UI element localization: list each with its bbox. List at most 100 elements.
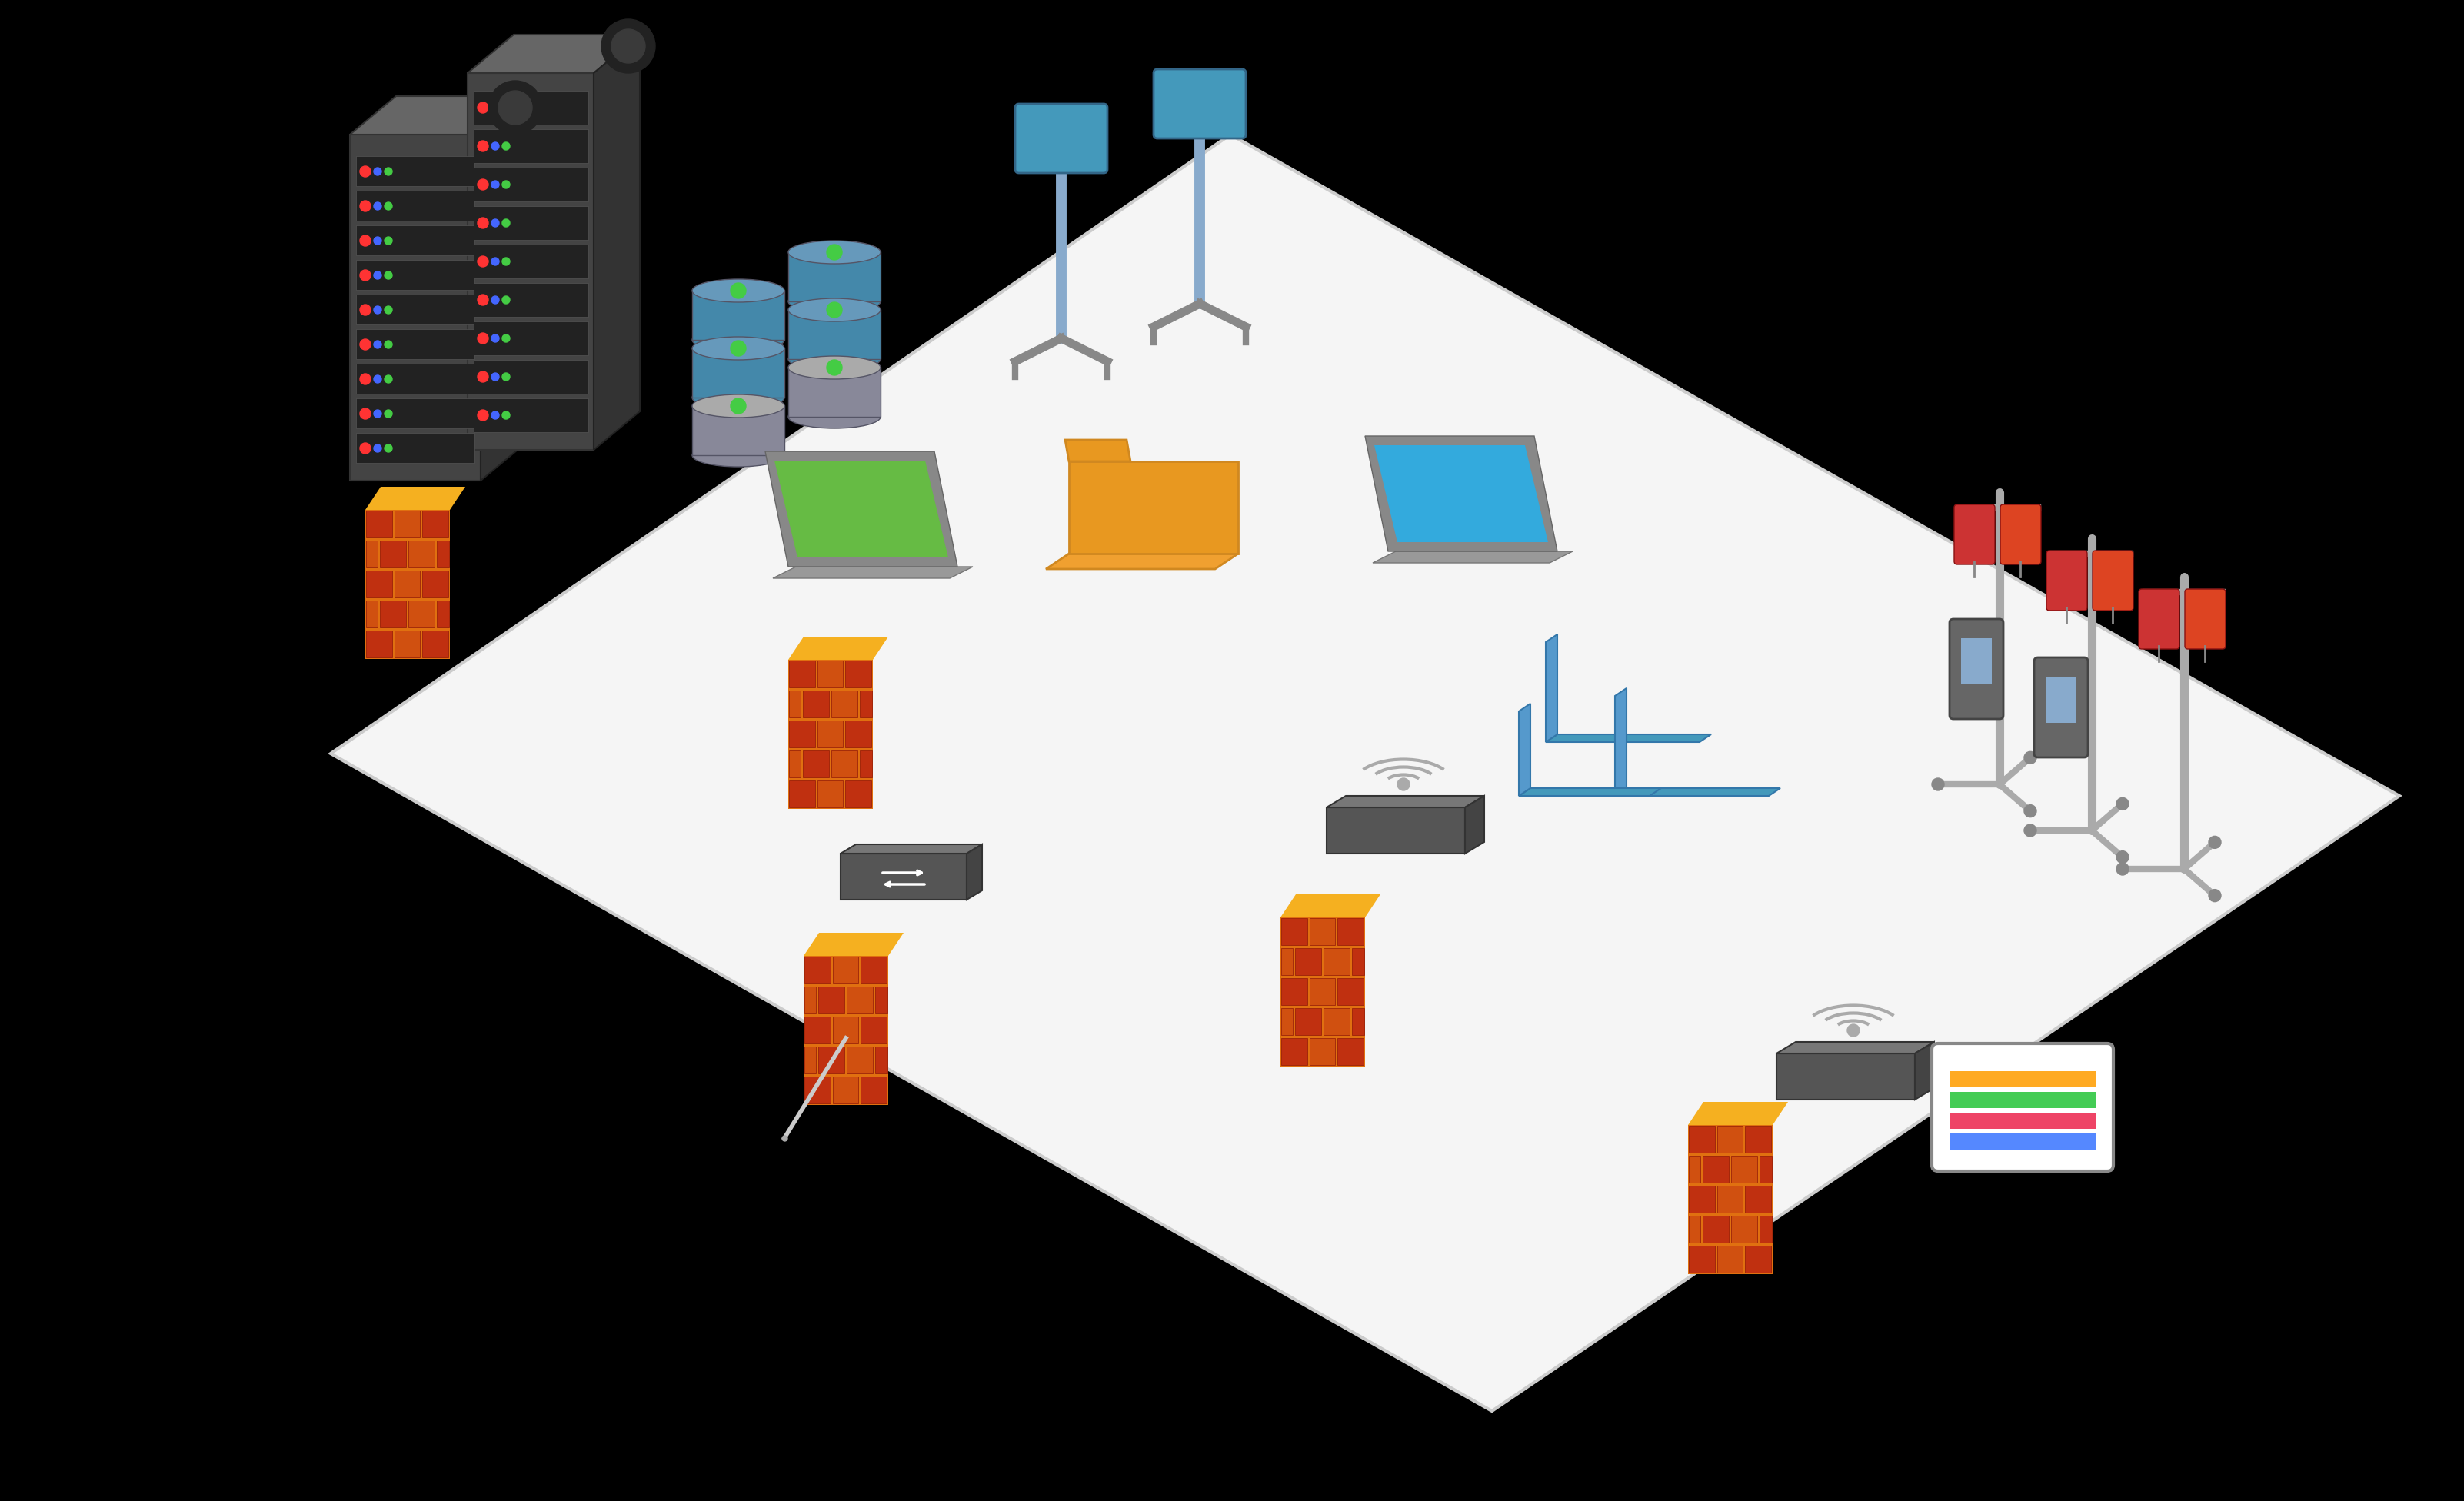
FancyBboxPatch shape: [2033, 657, 2087, 758]
FancyBboxPatch shape: [473, 206, 589, 240]
Circle shape: [490, 219, 498, 227]
FancyBboxPatch shape: [788, 750, 801, 778]
FancyBboxPatch shape: [436, 600, 448, 627]
Circle shape: [478, 294, 488, 305]
FancyBboxPatch shape: [473, 284, 589, 317]
Ellipse shape: [692, 386, 784, 410]
FancyBboxPatch shape: [355, 363, 476, 393]
Circle shape: [490, 411, 498, 419]
Circle shape: [384, 168, 392, 176]
Polygon shape: [1518, 704, 1530, 796]
Circle shape: [384, 341, 392, 348]
FancyBboxPatch shape: [2183, 588, 2225, 648]
FancyBboxPatch shape: [379, 600, 407, 627]
Circle shape: [601, 20, 655, 74]
FancyBboxPatch shape: [833, 1016, 857, 1043]
Circle shape: [375, 306, 382, 314]
Ellipse shape: [788, 299, 880, 321]
FancyBboxPatch shape: [1308, 979, 1335, 1006]
Circle shape: [2117, 851, 2129, 863]
FancyBboxPatch shape: [394, 630, 419, 657]
Circle shape: [360, 201, 370, 212]
Polygon shape: [1281, 895, 1380, 917]
Polygon shape: [1281, 917, 1365, 1067]
FancyBboxPatch shape: [818, 781, 843, 808]
FancyBboxPatch shape: [1350, 1009, 1365, 1036]
Polygon shape: [1069, 461, 1237, 554]
FancyBboxPatch shape: [1759, 1216, 1772, 1243]
FancyBboxPatch shape: [803, 750, 828, 778]
Circle shape: [490, 335, 498, 342]
Polygon shape: [1545, 635, 1557, 741]
FancyBboxPatch shape: [788, 309, 880, 359]
FancyBboxPatch shape: [1949, 618, 2003, 719]
Polygon shape: [1326, 808, 1464, 854]
FancyBboxPatch shape: [473, 168, 589, 201]
FancyBboxPatch shape: [818, 1046, 845, 1073]
FancyBboxPatch shape: [1759, 1156, 1772, 1183]
FancyBboxPatch shape: [803, 690, 828, 717]
Circle shape: [478, 218, 488, 228]
FancyBboxPatch shape: [1730, 1216, 1757, 1243]
Polygon shape: [1688, 1102, 1786, 1124]
FancyBboxPatch shape: [1688, 1186, 1715, 1213]
FancyBboxPatch shape: [818, 986, 845, 1013]
FancyBboxPatch shape: [355, 156, 476, 186]
Circle shape: [375, 341, 382, 348]
Polygon shape: [1688, 1124, 1772, 1274]
FancyBboxPatch shape: [692, 405, 784, 455]
Circle shape: [2208, 836, 2220, 848]
FancyBboxPatch shape: [1949, 1072, 2094, 1087]
FancyBboxPatch shape: [1350, 949, 1365, 976]
Circle shape: [2117, 797, 2129, 811]
FancyBboxPatch shape: [367, 540, 377, 567]
FancyBboxPatch shape: [1281, 1039, 1306, 1066]
Circle shape: [360, 408, 370, 419]
FancyBboxPatch shape: [355, 225, 476, 255]
FancyBboxPatch shape: [409, 600, 434, 627]
Circle shape: [478, 410, 488, 420]
Circle shape: [384, 272, 392, 279]
Circle shape: [503, 104, 510, 111]
FancyBboxPatch shape: [692, 290, 784, 339]
FancyBboxPatch shape: [355, 432, 476, 462]
Ellipse shape: [692, 336, 784, 360]
Polygon shape: [480, 96, 527, 480]
Polygon shape: [1545, 734, 1710, 741]
Circle shape: [384, 306, 392, 314]
Polygon shape: [468, 74, 594, 450]
Circle shape: [825, 302, 843, 318]
FancyBboxPatch shape: [1688, 1216, 1700, 1243]
FancyBboxPatch shape: [2045, 677, 2075, 723]
FancyBboxPatch shape: [833, 956, 857, 983]
FancyBboxPatch shape: [845, 781, 872, 808]
FancyBboxPatch shape: [860, 750, 872, 778]
Circle shape: [2117, 863, 2129, 875]
Polygon shape: [350, 96, 527, 135]
FancyBboxPatch shape: [845, 720, 872, 747]
FancyBboxPatch shape: [473, 360, 589, 393]
FancyBboxPatch shape: [848, 986, 872, 1013]
Circle shape: [478, 257, 488, 267]
FancyBboxPatch shape: [367, 510, 392, 537]
Circle shape: [490, 104, 498, 111]
Circle shape: [611, 29, 646, 63]
FancyBboxPatch shape: [848, 1046, 872, 1073]
Circle shape: [2023, 752, 2035, 764]
Polygon shape: [840, 854, 966, 899]
Polygon shape: [1518, 788, 1661, 796]
FancyBboxPatch shape: [1703, 1216, 1727, 1243]
FancyBboxPatch shape: [379, 540, 407, 567]
FancyBboxPatch shape: [2001, 504, 2040, 564]
FancyBboxPatch shape: [1688, 1156, 1700, 1183]
Circle shape: [478, 179, 488, 191]
Circle shape: [503, 411, 510, 419]
Circle shape: [360, 167, 370, 177]
Circle shape: [503, 219, 510, 227]
Circle shape: [478, 333, 488, 344]
FancyBboxPatch shape: [1296, 1009, 1321, 1036]
FancyBboxPatch shape: [394, 570, 419, 597]
FancyBboxPatch shape: [1717, 1186, 1742, 1213]
FancyBboxPatch shape: [355, 329, 476, 359]
FancyBboxPatch shape: [355, 260, 476, 290]
